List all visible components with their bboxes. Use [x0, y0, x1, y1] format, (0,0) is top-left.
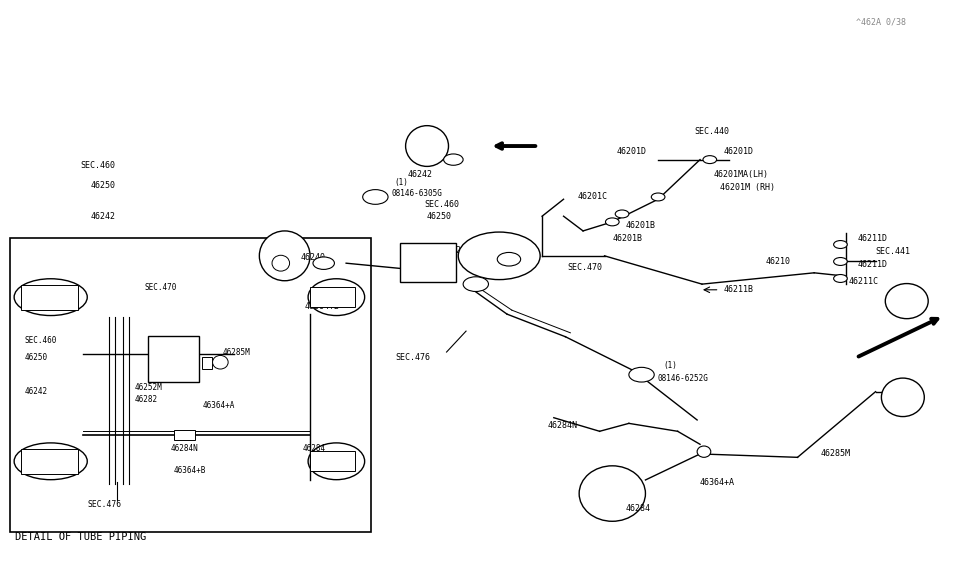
Text: 46240: 46240: [300, 253, 326, 262]
Text: 46364+B: 46364+B: [304, 302, 339, 311]
Text: 46252M: 46252M: [437, 246, 467, 255]
Text: SEC.460: SEC.460: [424, 200, 459, 209]
Text: d: d: [451, 157, 455, 162]
Text: 46242: 46242: [24, 387, 48, 396]
Text: 46284: 46284: [626, 504, 651, 513]
Circle shape: [703, 156, 717, 164]
Text: SEC.460: SEC.460: [80, 161, 115, 170]
Text: 46250: 46250: [427, 212, 452, 221]
Circle shape: [605, 218, 619, 226]
Text: SEC.476: SEC.476: [88, 500, 122, 509]
Circle shape: [463, 277, 488, 291]
FancyBboxPatch shape: [174, 430, 195, 440]
Text: e: e: [507, 257, 511, 261]
Circle shape: [834, 275, 847, 282]
Text: 46201D: 46201D: [723, 147, 754, 156]
Circle shape: [615, 210, 629, 218]
Text: B: B: [640, 372, 644, 377]
Ellipse shape: [14, 443, 87, 480]
Text: 08146-6305G: 08146-6305G: [392, 189, 443, 198]
Text: 46284N: 46284N: [548, 421, 578, 430]
Ellipse shape: [579, 466, 645, 521]
Text: (1): (1): [663, 361, 677, 370]
Text: B: B: [373, 195, 377, 199]
Text: 46211C: 46211C: [848, 277, 878, 286]
Text: 46242: 46242: [408, 170, 433, 179]
Text: SEC.440: SEC.440: [694, 127, 729, 136]
Ellipse shape: [885, 284, 928, 319]
Text: SEC.460: SEC.460: [24, 336, 57, 345]
Ellipse shape: [881, 378, 924, 417]
Circle shape: [444, 154, 463, 165]
Text: 46201B: 46201B: [612, 234, 643, 243]
Text: 46285M: 46285M: [222, 348, 250, 357]
Ellipse shape: [14, 279, 87, 316]
Text: 46211D: 46211D: [858, 234, 888, 243]
FancyBboxPatch shape: [21, 449, 78, 474]
Text: 46201D: 46201D: [616, 147, 646, 156]
Text: 46201C: 46201C: [577, 192, 607, 201]
Circle shape: [834, 258, 847, 265]
Ellipse shape: [259, 231, 310, 281]
Ellipse shape: [406, 126, 448, 166]
Text: SEC.476: SEC.476: [395, 353, 430, 362]
FancyBboxPatch shape: [310, 451, 355, 471]
Text: 46201B: 46201B: [626, 221, 656, 230]
Text: ^462A 0/38: ^462A 0/38: [856, 17, 906, 26]
Ellipse shape: [272, 255, 290, 271]
Text: 46285M: 46285M: [821, 449, 851, 458]
Text: 46364+B: 46364+B: [174, 466, 206, 475]
FancyBboxPatch shape: [400, 243, 456, 282]
Ellipse shape: [308, 443, 365, 480]
Text: A: A: [322, 261, 326, 265]
Text: 46211B: 46211B: [723, 285, 754, 294]
Text: 46201M (RH): 46201M (RH): [720, 183, 774, 192]
Ellipse shape: [697, 446, 711, 457]
Ellipse shape: [308, 279, 365, 316]
Circle shape: [651, 193, 665, 201]
Text: 46250: 46250: [24, 353, 48, 362]
Text: 46240: 46240: [24, 457, 48, 466]
Circle shape: [497, 252, 521, 266]
Circle shape: [629, 367, 654, 382]
Text: 46210: 46210: [765, 257, 791, 266]
Text: SEC.441: SEC.441: [876, 247, 911, 256]
Text: 46364+A: 46364+A: [203, 401, 235, 410]
Text: SEC.470: SEC.470: [567, 263, 603, 272]
Text: 46282: 46282: [135, 395, 158, 404]
Text: 46242: 46242: [91, 212, 116, 221]
Text: 46252M: 46252M: [135, 383, 162, 392]
Text: 46284: 46284: [302, 444, 326, 453]
Text: 46201MA(LH): 46201MA(LH): [714, 170, 768, 179]
Circle shape: [834, 241, 847, 248]
Text: (1): (1): [395, 178, 409, 187]
Text: SEC.470: SEC.470: [144, 283, 176, 292]
Text: 46211D: 46211D: [858, 260, 888, 269]
Circle shape: [363, 190, 388, 204]
Text: DETAIL OF TUBE PIPING: DETAIL OF TUBE PIPING: [15, 531, 146, 542]
Text: 46282: 46282: [424, 263, 449, 272]
Text: 46250: 46250: [91, 181, 116, 190]
FancyBboxPatch shape: [310, 287, 355, 307]
Circle shape: [458, 232, 540, 280]
Text: c: c: [474, 282, 478, 286]
Text: 08146-6252G: 08146-6252G: [657, 374, 708, 383]
Circle shape: [313, 257, 334, 269]
FancyBboxPatch shape: [21, 285, 78, 310]
Text: 46364+A: 46364+A: [700, 478, 735, 487]
Text: 46284N: 46284N: [171, 444, 198, 453]
Ellipse shape: [213, 355, 228, 369]
FancyBboxPatch shape: [148, 336, 199, 382]
FancyBboxPatch shape: [202, 357, 212, 369]
FancyBboxPatch shape: [10, 238, 370, 532]
